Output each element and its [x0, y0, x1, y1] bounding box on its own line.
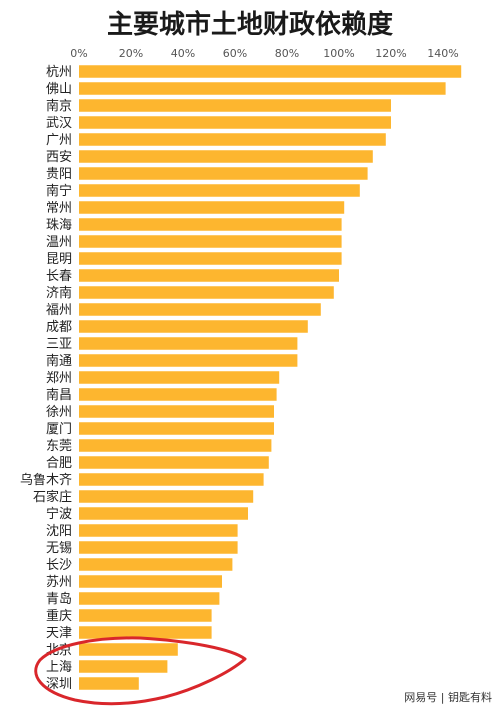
bar	[79, 473, 264, 486]
category-label: 上海	[46, 660, 72, 675]
category-label: 杭州	[46, 65, 72, 80]
bar	[79, 592, 220, 605]
watermark: 网易号 | 钥匙有料	[404, 690, 492, 704]
bar	[79, 133, 386, 146]
category-label: 天津	[46, 626, 72, 641]
bar	[79, 507, 248, 520]
bar	[79, 609, 212, 622]
bar	[79, 626, 212, 639]
bar	[79, 65, 462, 78]
category-label: 福州	[46, 303, 72, 318]
red-annotation-circle	[34, 636, 247, 706]
category-label: 广州	[46, 133, 72, 148]
bar	[79, 320, 308, 333]
bar	[79, 82, 446, 95]
category-label: 青岛	[46, 591, 72, 607]
category-label: 西安	[46, 150, 72, 165]
bar	[79, 116, 391, 129]
category-label: 重庆	[46, 608, 72, 624]
bar	[79, 235, 342, 248]
bar	[79, 643, 178, 656]
bar	[79, 439, 272, 452]
category-label: 济南	[46, 285, 72, 301]
category-label: 南通	[46, 353, 72, 369]
bars	[79, 65, 462, 690]
category-label: 三亚	[46, 337, 72, 352]
bar	[79, 490, 254, 503]
x-tick-label: 120%	[375, 47, 406, 60]
category-label: 宁波	[46, 506, 72, 522]
bar	[79, 575, 222, 588]
category-label: 南京	[46, 98, 72, 114]
x-tick-label: 60%	[223, 47, 247, 60]
category-label: 长沙	[46, 558, 72, 573]
category-label: 武汉	[46, 116, 72, 131]
category-label: 南昌	[46, 387, 72, 403]
bar	[79, 354, 298, 367]
bar	[79, 167, 368, 180]
category-label: 沈阳	[46, 524, 72, 539]
bar	[79, 269, 339, 282]
category-label: 成都	[46, 320, 72, 335]
x-tick-label: 80%	[275, 47, 299, 60]
bar	[79, 388, 277, 401]
bar	[79, 422, 274, 435]
category-label: 无锡	[46, 541, 72, 556]
category-label: 南宁	[46, 183, 72, 199]
x-tick-label: 20%	[119, 47, 143, 60]
category-label: 贵阳	[46, 167, 72, 182]
category-label: 郑州	[46, 371, 72, 386]
bar	[79, 99, 391, 112]
x-tick-label: 140%	[427, 47, 458, 60]
category-label: 乌鲁木齐	[20, 472, 72, 488]
bar	[79, 541, 238, 554]
bar	[79, 303, 321, 316]
bar	[79, 405, 274, 418]
category-label: 东莞	[46, 439, 72, 454]
x-tick-label: 0%	[70, 47, 87, 60]
category-label: 徐州	[46, 405, 72, 420]
category-label: 苏州	[46, 574, 72, 590]
bar	[79, 337, 298, 350]
x-tick-label: 40%	[171, 47, 195, 60]
category-label: 厦门	[46, 422, 72, 437]
x-axis: 0% 20% 40% 60% 80% 100% 120% 140%	[70, 47, 458, 60]
bar	[79, 456, 269, 469]
category-label: 深圳	[46, 677, 72, 692]
bar	[79, 252, 342, 265]
category-label: 合肥	[46, 456, 72, 471]
chart-title: 主要城市土地财政依赖度	[107, 9, 393, 40]
category-label: 珠海	[46, 218, 72, 233]
bar	[79, 218, 342, 231]
x-tick-label: 100%	[323, 47, 354, 60]
bar	[79, 677, 139, 690]
category-label: 常州	[46, 201, 72, 216]
bar	[79, 150, 373, 163]
bar	[79, 660, 168, 673]
bar	[79, 286, 334, 299]
category-label: 温州	[46, 235, 72, 250]
category-label: 长春	[46, 269, 72, 284]
category-label: 佛山	[46, 82, 72, 97]
category-labels: 杭州佛山南京武汉广州西安贵阳南宁常州珠海温州昆明长春济南福州成都三亚南通郑州南昌…	[20, 65, 72, 692]
bar	[79, 371, 280, 384]
bar	[79, 184, 360, 197]
category-label: 石家庄	[33, 489, 72, 505]
bar	[79, 524, 238, 537]
bar	[79, 201, 345, 214]
category-label: 昆明	[46, 252, 72, 267]
bar	[79, 558, 233, 571]
